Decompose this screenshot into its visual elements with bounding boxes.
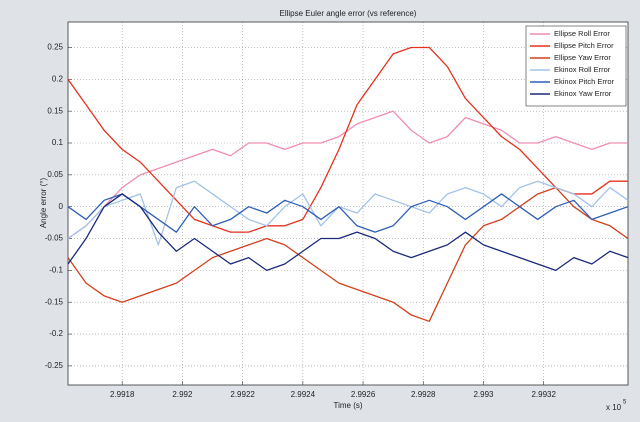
x-tick-label: 2.9918 [110, 390, 135, 399]
legend-label: Ellipse Pitch Error [554, 41, 614, 50]
legend-label: Ekinox Roll Error [554, 65, 611, 74]
y-tick-label: 0.05 [47, 170, 63, 179]
y-tick-label: -0.25 [45, 361, 64, 370]
y-tick-label: -0.15 [45, 297, 64, 306]
legend: Ellipse Roll Error Ellipse Pitch Error Ell… [525, 25, 627, 107]
series-line [67, 193, 629, 272]
chart-title: Ellipse Euler angle error (vs reference) [280, 9, 417, 18]
x-tick-label: 2.9924 [291, 390, 316, 399]
y-tick-label: 0.2 [52, 74, 64, 83]
x-multiplier-exponent: 5 [623, 400, 627, 406]
plot-frame [67, 21, 629, 386]
x-tick-label: 2.9922 [230, 390, 255, 399]
x-tick-label: 2.992 [172, 390, 193, 399]
legend-label: Ekinox Pitch Error [554, 77, 615, 86]
y-tick-label: 0.25 [47, 43, 63, 52]
y-tick-label: 0.1 [52, 138, 64, 147]
x-tick-label: 2.9928 [411, 390, 436, 399]
series-line [67, 110, 628, 240]
y-tick-label: 0.15 [47, 106, 63, 115]
x-multiplier: x 10 [606, 403, 622, 412]
series-line [67, 193, 629, 233]
legend-box [525, 25, 627, 107]
x-axis-label: Time (s) [333, 401, 362, 410]
x-tick-label: 2.9932 [531, 390, 556, 399]
series-line [67, 186, 629, 322]
legend-label: Ellipse Roll Error [554, 29, 610, 38]
y-tick-label: -0.2 [49, 329, 63, 338]
legend-label: Ekinox Yaw Error [554, 89, 612, 98]
x-tick-label: 2.9926 [351, 390, 376, 399]
series-line [67, 46, 628, 233]
y-tick-label: -0.1 [49, 265, 63, 274]
y-axis-label: Angle error (°) [39, 178, 48, 229]
y-tick-label: 0 [59, 202, 64, 211]
x-tick-label: 2.993 [473, 390, 494, 399]
legend-label: Ellipse Yaw Error [554, 53, 611, 62]
y-tick-label: -0.05 [45, 234, 64, 243]
